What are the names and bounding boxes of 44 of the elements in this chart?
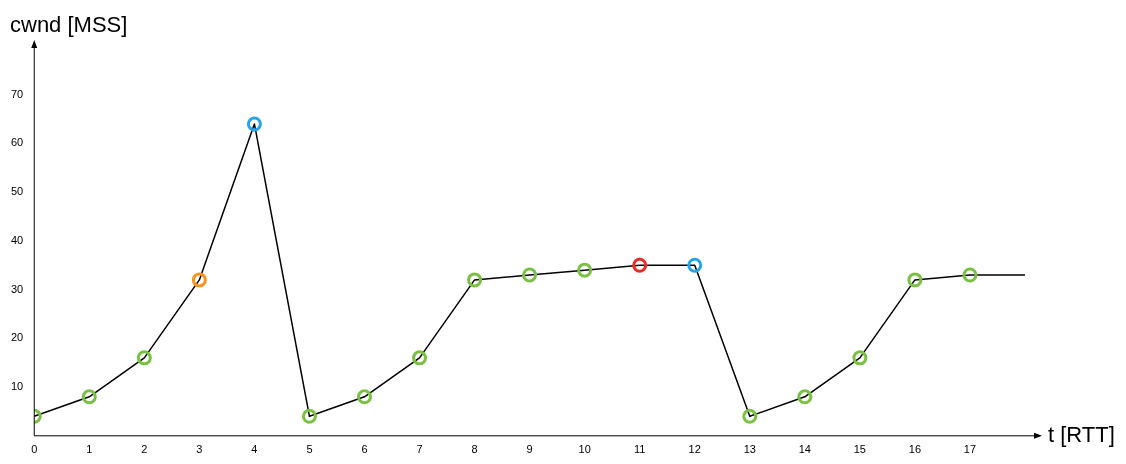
x-tick-label: 11 — [633, 443, 646, 456]
point — [577, 262, 593, 278]
x-tick-label: 15 — [853, 443, 866, 456]
y-tick-label: 10 — [10, 380, 24, 393]
point — [467, 272, 483, 288]
point — [81, 389, 97, 405]
point — [301, 408, 317, 424]
y-tick-label: 40 — [10, 233, 24, 246]
x-tick-label: 4 — [251, 443, 258, 456]
y-axis-title: cwnd [MSS] — [10, 12, 128, 38]
x-tick-label: 2 — [141, 443, 148, 456]
y-tick-label: 70 — [10, 87, 24, 100]
point — [962, 267, 978, 283]
point — [687, 257, 703, 273]
point — [907, 272, 923, 288]
x-tick-label: 10 — [578, 443, 591, 456]
x-tick-label: 17 — [963, 443, 977, 456]
x-tick-label: 0 — [31, 443, 38, 456]
x-tick-label: 7 — [416, 443, 423, 456]
y-tick-label: 30 — [10, 282, 24, 295]
y-tick-label: 20 — [10, 331, 24, 344]
point — [742, 408, 758, 424]
x-axis-title: t [RTT] — [1048, 421, 1115, 447]
point — [852, 350, 868, 366]
point — [246, 116, 262, 132]
point — [522, 267, 538, 283]
y-tick-label: 60 — [10, 136, 24, 149]
x-tick-label: 3 — [196, 443, 203, 456]
point — [191, 272, 207, 288]
point — [632, 257, 648, 273]
point — [412, 350, 428, 366]
point — [797, 389, 813, 405]
y-tick-label: 50 — [10, 185, 24, 198]
x-tick-label: 6 — [361, 443, 368, 456]
point — [136, 350, 152, 366]
x-tick-label: 13 — [743, 443, 756, 456]
x-tick-label: 9 — [526, 443, 533, 456]
x-tick-label: 8 — [471, 443, 478, 456]
x-tick-label: 1 — [86, 443, 93, 456]
x-tick-label: 16 — [908, 443, 922, 456]
x-tick-label: 14 — [798, 443, 811, 456]
point — [356, 389, 372, 405]
x-tick-label: 5 — [306, 443, 313, 456]
x-tick-label: 12 — [688, 443, 701, 456]
